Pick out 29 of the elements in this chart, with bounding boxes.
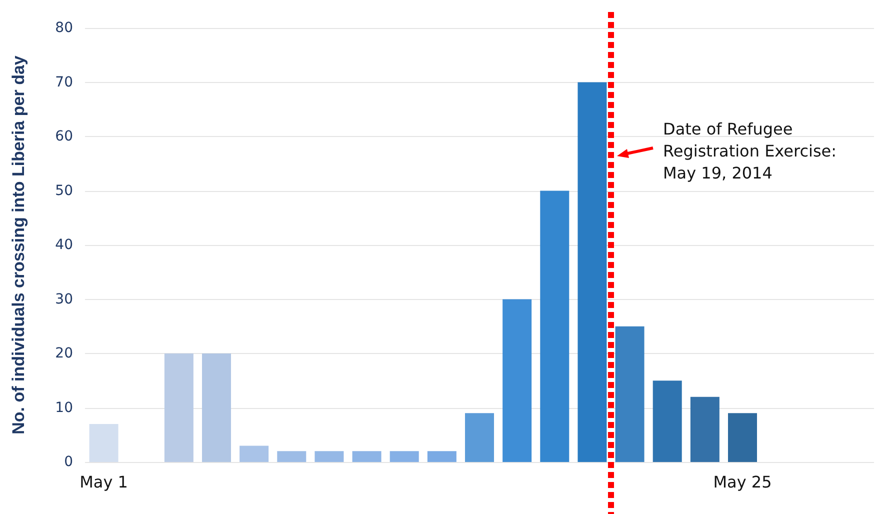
y-tick-label: 80	[55, 20, 73, 36]
bar	[690, 396, 720, 462]
bar	[652, 380, 682, 462]
y-tick-label: 70	[55, 74, 73, 90]
bar	[89, 424, 118, 462]
bar	[465, 413, 494, 462]
y-tick-label: 60	[55, 128, 73, 144]
bar	[164, 354, 194, 462]
x-tick-label: May 1	[80, 472, 128, 492]
y-tick-label: 0	[64, 454, 73, 470]
y-axis-title: No. of individuals crossing into Liberia per day	[9, 55, 28, 434]
y-tick-label: 10	[55, 400, 73, 416]
y-tick-label: 50	[55, 182, 73, 199]
bar	[277, 451, 306, 462]
bar	[390, 451, 419, 462]
bar	[314, 451, 344, 462]
bar	[202, 354, 231, 462]
y-tick-label: 20	[55, 346, 73, 362]
y-tick-label: 40	[55, 237, 73, 253]
annotation: Date of Refugee Registration Exercise: May 19, 2014	[663, 119, 837, 182]
bar	[427, 451, 456, 462]
bar	[352, 451, 382, 462]
bar	[502, 299, 532, 462]
bar	[615, 326, 644, 462]
bar	[728, 413, 757, 462]
y-tick-label: 30	[55, 291, 73, 308]
bar	[240, 446, 269, 462]
bar	[540, 190, 570, 462]
x-tick-label: May 25	[713, 472, 772, 492]
